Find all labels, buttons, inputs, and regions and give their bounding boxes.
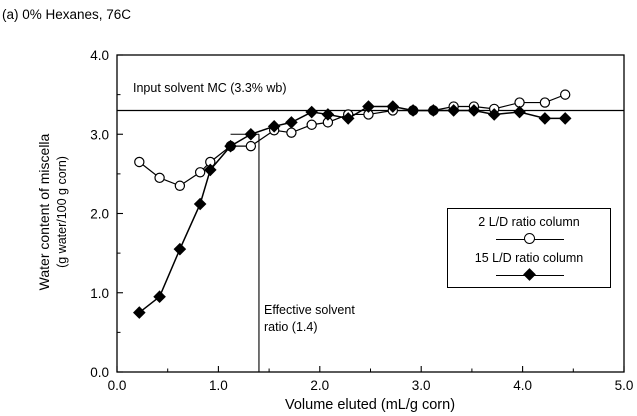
x-tick-label: 2.0 xyxy=(310,378,329,393)
series-15ld-point xyxy=(386,100,400,113)
series-15ld-point xyxy=(173,242,187,256)
y-tick-label: 0.0 xyxy=(90,365,109,380)
x-tick-label: 5.0 xyxy=(615,378,634,393)
series-15ld-line xyxy=(138,105,566,314)
x-tick-label: 4.0 xyxy=(513,378,532,393)
series-15ld-point xyxy=(487,108,501,121)
series-2ld-point xyxy=(134,156,145,168)
y-axis-title-line2: (g water/100 g corn) xyxy=(55,156,69,268)
series-15ld-point xyxy=(447,104,460,117)
series-2ld-point xyxy=(154,172,165,184)
series-15ld-point xyxy=(341,112,355,125)
series-15ld-point xyxy=(362,100,375,113)
x-tick-label: 0.0 xyxy=(108,378,127,393)
y-axis-title-line1: Water content of miscella xyxy=(36,133,52,290)
y-tick-label: 2.0 xyxy=(90,207,109,222)
series-15ld-point xyxy=(203,163,217,177)
series-15ld-point xyxy=(224,139,237,153)
legend-label-2ld: 2 L/D ratio column xyxy=(478,215,580,229)
series-15ld-point xyxy=(513,105,526,119)
series-15ld-point xyxy=(467,104,481,117)
x-tick-label: 3.0 xyxy=(412,378,431,393)
series-15ld-point xyxy=(133,306,146,319)
series-2ld-point xyxy=(286,127,297,138)
series-15ld-point xyxy=(153,290,166,304)
series-2ld-point xyxy=(174,180,186,191)
series-15ld-point xyxy=(193,197,207,211)
effective-solvent-label-line2: ratio (1.4) xyxy=(264,320,318,334)
series-2ld-point xyxy=(559,89,571,100)
series-15ld-point xyxy=(321,108,335,121)
input-solvent-label: Input solvent MC (3.3% wb) xyxy=(133,81,287,95)
x-tick-label: 1.0 xyxy=(209,378,228,393)
y-tick-label: 3.0 xyxy=(90,127,109,142)
series-2ld-point xyxy=(306,119,317,130)
series-2ld-point xyxy=(539,97,551,108)
open-circle-marker-icon xyxy=(524,233,535,244)
series-15ld-point xyxy=(538,112,552,125)
series-15ld-point xyxy=(558,112,572,125)
series-15ld-point xyxy=(427,104,440,117)
panel-label: (a) 0% Hexanes, 76C xyxy=(2,7,132,22)
filled-diamond-marker-icon xyxy=(523,268,536,281)
x-axis-title: Volume eluted (mL/g corn) xyxy=(285,397,455,413)
series-2ld-point xyxy=(245,140,257,152)
series-15ld-point xyxy=(406,104,420,117)
legend-label-15ld: 15 L/D ratio column xyxy=(474,251,584,265)
y-tick-label: 4.0 xyxy=(90,48,109,63)
series-2ld-line xyxy=(138,94,566,187)
series-2ld-point xyxy=(194,167,206,178)
series-15ld-point xyxy=(285,116,298,129)
series-15ld-point xyxy=(305,105,318,119)
y-tick-label: 1.0 xyxy=(90,286,109,301)
effective-solvent-label-line1: Effective solvent xyxy=(264,303,355,317)
legend: 2 L/D ratio column 15 L/D ratio column xyxy=(447,208,611,288)
series-15ld-point xyxy=(244,127,258,141)
series-15ld-point xyxy=(267,120,281,133)
